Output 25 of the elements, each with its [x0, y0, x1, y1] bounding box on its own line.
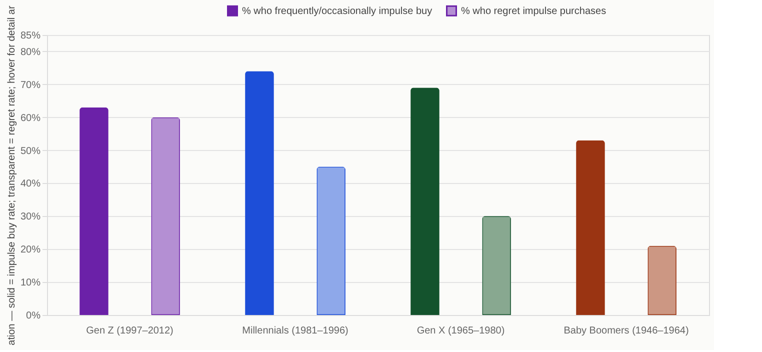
- bar: [576, 140, 605, 315]
- bar: [245, 71, 274, 315]
- bar: [80, 107, 108, 315]
- x-tick-label: Millennials (1981–1996): [242, 326, 348, 336]
- bar: [316, 166, 346, 315]
- y-tick-label: 50%: [20, 146, 41, 157]
- y-tick-label: 70%: [20, 80, 41, 91]
- y-tick-label: 40%: [20, 178, 41, 190]
- bar: [151, 117, 180, 315]
- legend-label: % who frequently/occasionally impulse buy: [242, 6, 432, 17]
- bar: [410, 88, 440, 315]
- y-tick-label: 20%: [20, 244, 41, 256]
- y-tick-label: 85%: [20, 30, 41, 42]
- x-tick-label: Gen Z (1997–2012): [86, 326, 174, 336]
- bar: [648, 246, 676, 315]
- y-axis-title: ation — solid = impulse buy rate; transparent = regret rate; hover for detail ar: [6, 5, 18, 346]
- y-tick-label: 60%: [20, 112, 41, 124]
- bar: [482, 216, 511, 315]
- y-tick-label: 80%: [20, 46, 41, 58]
- x-tick-label: Baby Boomers (1946–1964): [564, 326, 689, 336]
- y-tick-label: 0%: [26, 310, 41, 322]
- x-tick-label: Gen X (1965–1980): [416, 326, 505, 336]
- y-tick-label: 10%: [20, 278, 41, 289]
- legend-label: % who regret impulse purchases: [461, 6, 606, 17]
- y-tick-label: 30%: [20, 212, 41, 223]
